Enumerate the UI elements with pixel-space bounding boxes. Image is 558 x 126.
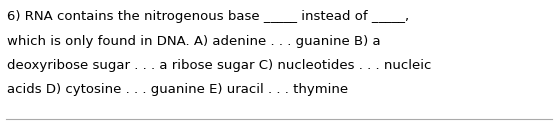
Text: deoxyribose sugar . . . a ribose sugar C) nucleotides . . . nucleic: deoxyribose sugar . . . a ribose sugar C… [7,59,431,72]
Text: which is only found in DNA. A) adenine . . . guanine B) a: which is only found in DNA. A) adenine .… [7,35,381,48]
Text: acids D) cytosine . . . guanine E) uracil . . . thymine: acids D) cytosine . . . guanine E) uraci… [7,84,348,97]
Text: 6) RNA contains the nitrogenous base _____ instead of _____,: 6) RNA contains the nitrogenous base ___… [7,10,409,23]
